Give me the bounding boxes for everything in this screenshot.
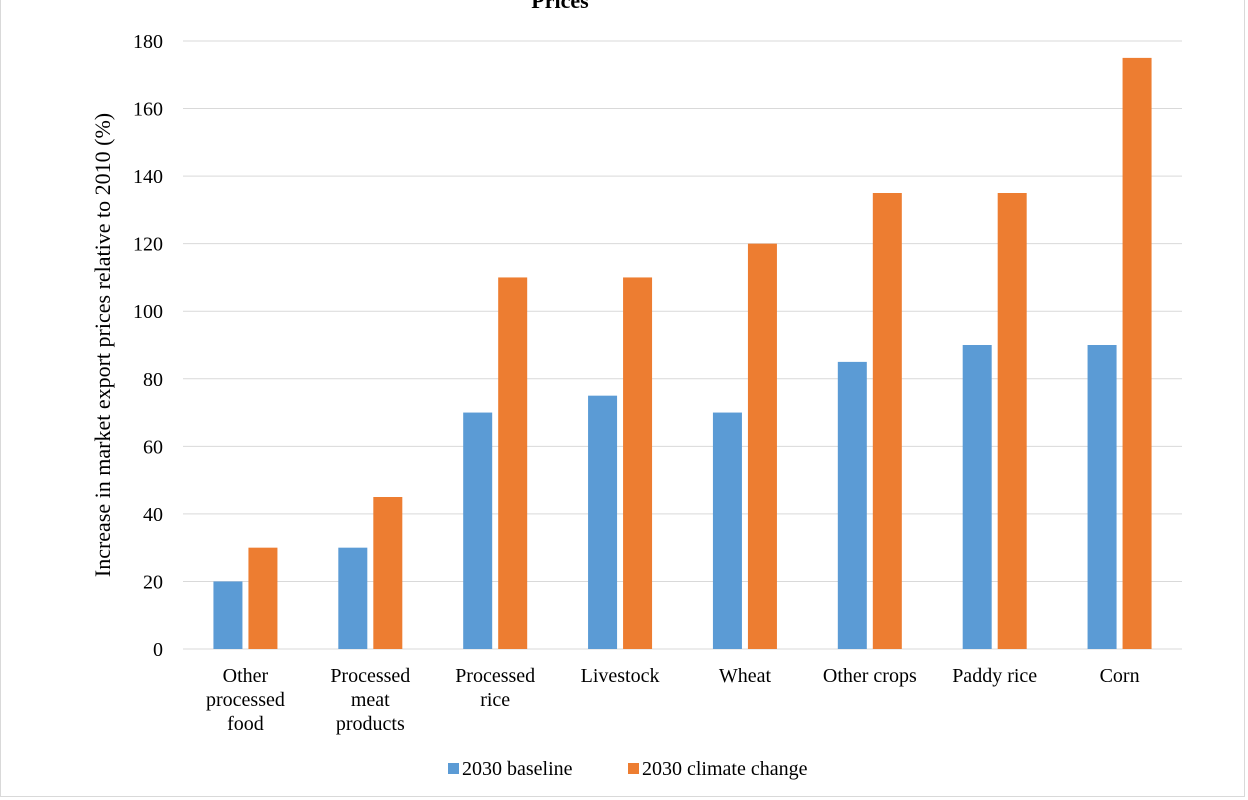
chart-title: Prices	[531, 0, 589, 13]
x-category-label-line: food	[227, 713, 264, 735]
bar	[498, 277, 528, 649]
bar	[338, 547, 368, 649]
bar	[872, 193, 902, 649]
x-category-label-line: Other	[223, 665, 269, 687]
x-category-label-line: Processed	[330, 665, 410, 687]
y-axis-label: Increase in market export prices relativ…	[90, 113, 115, 577]
bar	[588, 395, 618, 649]
y-tick-label: 180	[133, 31, 163, 53]
y-tick-label: 20	[143, 571, 163, 593]
bar	[623, 277, 653, 649]
x-category-label: Wheat	[719, 665, 772, 687]
bar	[1122, 57, 1152, 649]
bar	[373, 497, 403, 649]
bar	[962, 345, 992, 649]
legend-label: 2030 climate change	[642, 758, 808, 780]
x-category-label-line: Processed	[455, 665, 535, 687]
bar	[463, 412, 493, 649]
x-category-label-line: Wheat	[719, 665, 772, 687]
legend-swatch	[628, 763, 639, 774]
x-category-label-line: products	[336, 713, 405, 735]
x-category-label: Corn	[1100, 665, 1140, 687]
x-category-label-line: Livestock	[581, 665, 660, 687]
y-tick-label: 40	[143, 504, 163, 526]
legend-label: 2030 baseline	[462, 758, 573, 780]
y-tick-label: 80	[143, 369, 163, 391]
y-tick-label: 120	[133, 234, 163, 256]
bar	[213, 581, 243, 649]
x-category-label: Other crops	[823, 665, 917, 687]
x-category-label-line: Paddy rice	[952, 665, 1037, 687]
x-category-label-line: Other crops	[823, 665, 917, 687]
y-tick-label: 0	[153, 639, 163, 661]
bar	[248, 547, 278, 649]
x-category-label: Livestock	[581, 665, 660, 687]
x-category-label-line: meat	[351, 689, 390, 711]
x-category-label-line: Corn	[1100, 665, 1140, 687]
y-tick-label: 60	[143, 436, 163, 458]
y-tick-label: 100	[133, 301, 163, 323]
legend-swatch	[448, 763, 459, 774]
bar	[712, 412, 742, 649]
bar	[1087, 345, 1117, 649]
x-category-label: Paddy rice	[952, 665, 1037, 687]
bar	[997, 193, 1027, 649]
x-category-label: Other processed food	[206, 665, 285, 735]
x-category-label-line: processed	[206, 689, 285, 711]
y-tick-label: 140	[133, 166, 163, 188]
x-category-label-line: rice	[480, 689, 510, 711]
bar	[747, 243, 777, 649]
y-tick-label: 160	[133, 99, 163, 121]
bar	[837, 361, 867, 649]
x-category-label: Processed rice	[455, 665, 535, 711]
x-category-label: Processed meat products	[330, 665, 410, 735]
